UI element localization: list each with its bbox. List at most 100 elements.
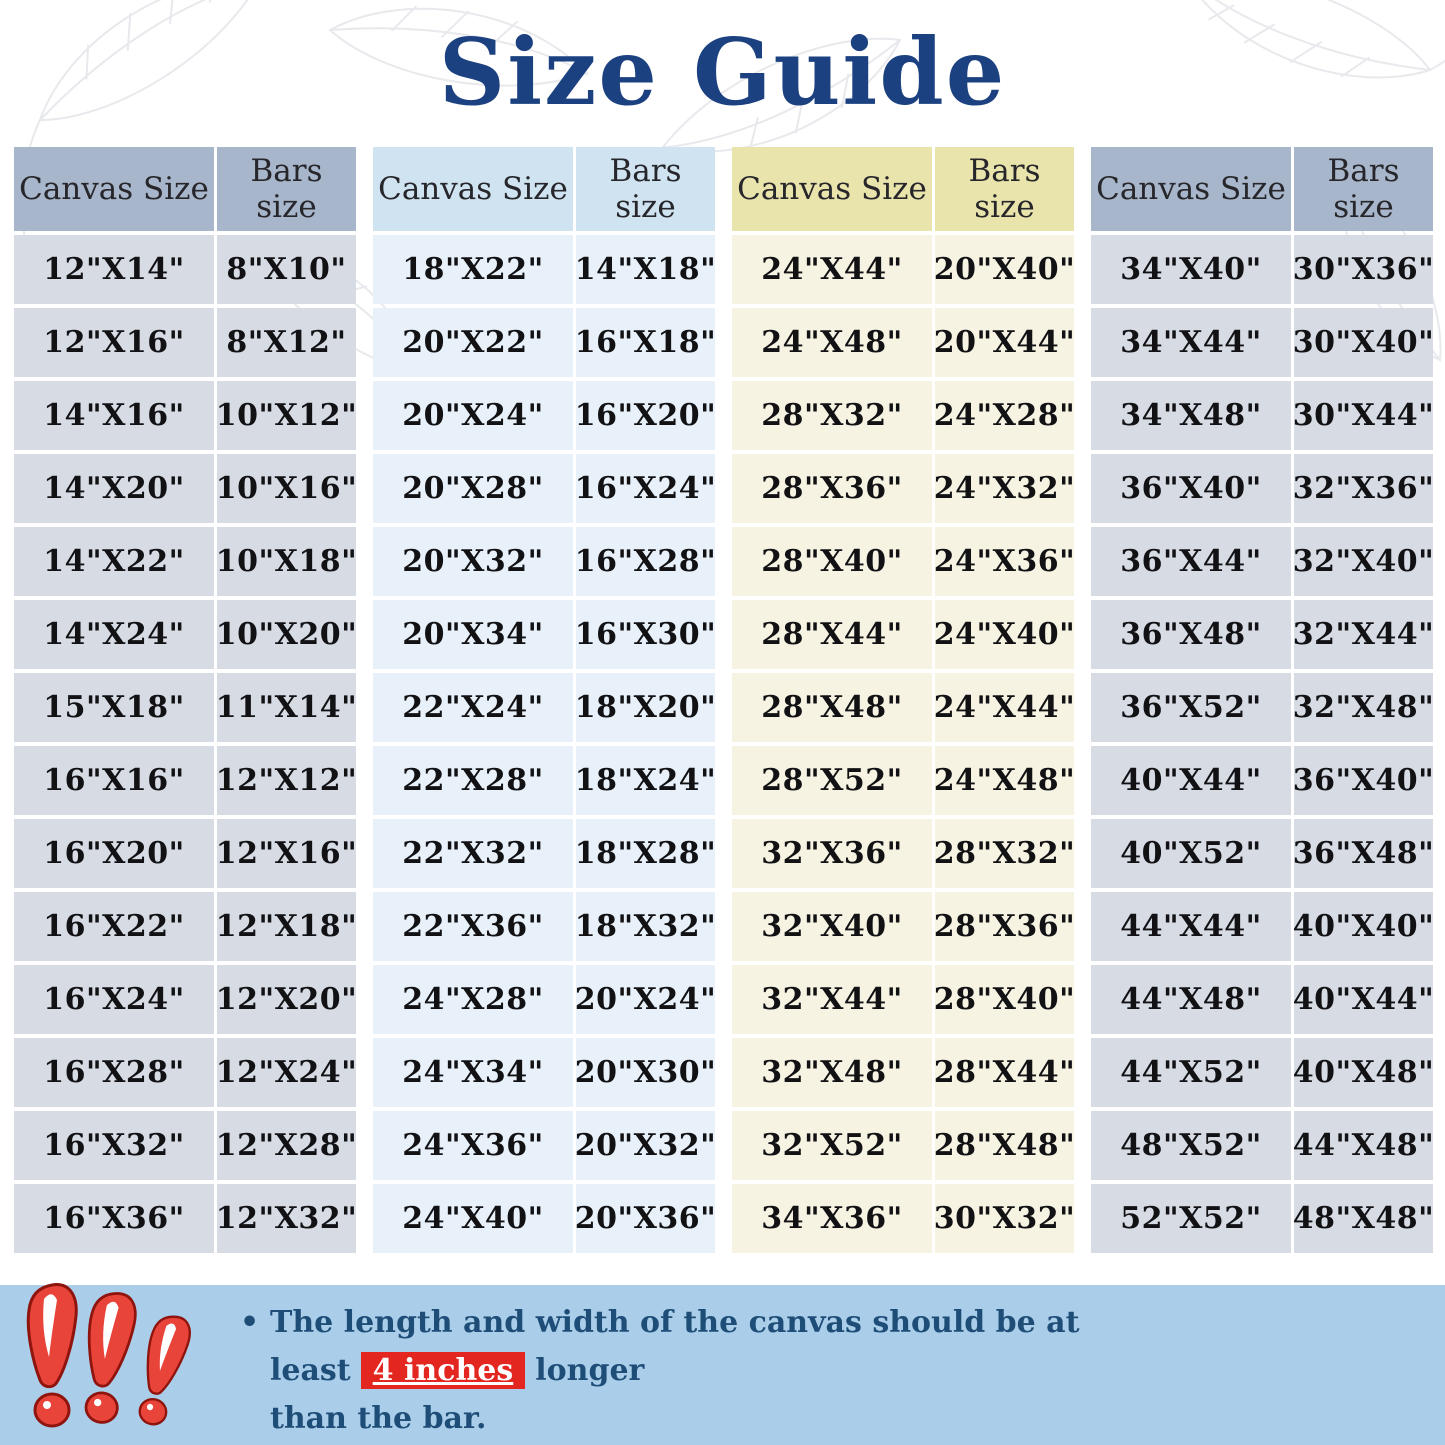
notes-band: • The length and width of the canvas shou… bbox=[0, 1283, 1445, 1445]
bars-size-cell: 40"X48" bbox=[1293, 1038, 1434, 1107]
canvas-size-cell: 18"X22" bbox=[373, 235, 573, 304]
bars-size-cell: 32"X48" bbox=[1293, 673, 1434, 742]
bars-size-cell: 36"X48" bbox=[1293, 819, 1434, 888]
canvas-size-cell: 24"X40" bbox=[373, 1184, 573, 1253]
canvas-size-cell: 40"X52" bbox=[1091, 819, 1291, 888]
canvas-size-cell: 14"X22" bbox=[14, 527, 214, 596]
canvas-size-cell: 36"X48" bbox=[1091, 600, 1291, 669]
canvas-size-cell: 12"X16" bbox=[14, 308, 214, 377]
bullet-icon: • bbox=[240, 1305, 260, 1340]
canvas-size-cell: 48"X52" bbox=[1091, 1111, 1291, 1180]
canvas-size-cell: 44"X52" bbox=[1091, 1038, 1291, 1107]
bars-size-cell: 12"X24" bbox=[216, 1038, 357, 1107]
bars-size-cell: 24"X40" bbox=[934, 600, 1075, 669]
note1-post: longer bbox=[535, 1353, 645, 1388]
canvas-size-cell: 32"X48" bbox=[732, 1038, 932, 1107]
bars-size-cell: 20"X30" bbox=[575, 1038, 716, 1107]
canvas-size-cell: 28"X40" bbox=[732, 527, 932, 596]
bars-size-cell: 28"X40" bbox=[934, 965, 1075, 1034]
canvas-size-cell: 36"X52" bbox=[1091, 673, 1291, 742]
bars-size-cell: 8"X10" bbox=[217, 235, 356, 304]
canvas-size-cell: 16"X36" bbox=[14, 1184, 214, 1253]
canvas-size-cell: 44"X44" bbox=[1091, 892, 1291, 961]
canvas-size-cell: 28"X36" bbox=[732, 454, 932, 523]
canvas-size-cell: 22"X36" bbox=[373, 892, 573, 961]
bars-size-cell: 24"X44" bbox=[934, 673, 1075, 742]
canvas-size-cell: 20"X32" bbox=[373, 527, 573, 596]
bars-size-cell: 20"X44" bbox=[934, 308, 1075, 377]
canvas-size-cell: 24"X48" bbox=[732, 308, 932, 377]
canvas-size-cell: 52"X52" bbox=[1091, 1184, 1291, 1253]
canvas-size-cell: 16"X16" bbox=[14, 746, 214, 815]
note-canvas-length: • The length and width of the canvas shou… bbox=[240, 1299, 1415, 1443]
column-header-bars-size: Bars size bbox=[576, 147, 715, 231]
canvas-size-cell: 32"X40" bbox=[732, 892, 932, 961]
canvas-size-cell: 22"X24" bbox=[373, 673, 573, 742]
canvas-size-cell: 16"X20" bbox=[14, 819, 214, 888]
bars-size-cell: 16"X30" bbox=[575, 600, 716, 669]
canvas-size-cell: 16"X24" bbox=[14, 965, 214, 1034]
exclamation-marks-icon bbox=[26, 1283, 191, 1428]
canvas-size-cell: 16"X28" bbox=[14, 1038, 214, 1107]
column-header-canvas-size: Canvas Size bbox=[373, 147, 573, 231]
bars-size-cell: 10"X12" bbox=[216, 381, 357, 450]
bars-size-cell: 20"X36" bbox=[575, 1184, 716, 1253]
bars-size-cell: 12"X28" bbox=[216, 1111, 357, 1180]
bars-size-cell: 20"X40" bbox=[934, 235, 1075, 304]
bars-size-cell: 12"X20" bbox=[216, 965, 357, 1034]
column-header-bars-size: Bars size bbox=[217, 147, 356, 231]
canvas-size-cell: 34"X36" bbox=[732, 1184, 932, 1253]
canvas-size-cell: 22"X32" bbox=[373, 819, 573, 888]
bars-size-cell: 24"X32" bbox=[934, 454, 1075, 523]
page-title: Size Guide bbox=[438, 18, 1007, 126]
canvas-size-cell: 24"X36" bbox=[373, 1111, 573, 1180]
bars-size-cell: 18"X28" bbox=[575, 819, 716, 888]
bars-size-cell: 18"X32" bbox=[575, 892, 716, 961]
bars-size-cell: 32"X44" bbox=[1293, 600, 1434, 669]
bars-size-cell: 20"X24" bbox=[575, 965, 716, 1034]
column-header-bars-size: Bars size bbox=[935, 147, 1074, 231]
canvas-size-cell: 34"X48" bbox=[1091, 381, 1291, 450]
bars-size-cell: 14"X18" bbox=[575, 235, 716, 304]
bars-size-cell: 16"X24" bbox=[575, 454, 716, 523]
canvas-size-cell: 44"X48" bbox=[1091, 965, 1291, 1034]
size-table-1: Canvas Size Bars size 12"X14" 8"X10" 12"X1… bbox=[14, 147, 357, 1253]
bars-size-cell: 44"X48" bbox=[1293, 1111, 1434, 1180]
canvas-size-cell: 20"X34" bbox=[373, 600, 573, 669]
bars-size-cell: 40"X44" bbox=[1293, 965, 1434, 1034]
canvas-size-cell: 20"X22" bbox=[373, 308, 573, 377]
size-table-4: Canvas Size Bars size 34"X40" 30"X36" 34"X… bbox=[1091, 147, 1434, 1253]
canvas-size-cell: 32"X36" bbox=[732, 819, 932, 888]
bars-size-cell: 11"X14" bbox=[216, 673, 357, 742]
bars-size-cell: 24"X36" bbox=[934, 527, 1075, 596]
canvas-size-cell: 24"X28" bbox=[373, 965, 573, 1034]
bars-size-cell: 10"X16" bbox=[216, 454, 357, 523]
bars-size-cell: 36"X40" bbox=[1293, 746, 1434, 815]
bars-size-cell: 30"X44" bbox=[1293, 381, 1434, 450]
bars-size-cell: 16"X28" bbox=[575, 527, 716, 596]
canvas-size-cell: 15"X18" bbox=[14, 673, 214, 742]
bars-size-cell: 8"X12" bbox=[217, 308, 356, 377]
bars-size-cell: 24"X48" bbox=[934, 746, 1075, 815]
bars-size-cell: 12"X18" bbox=[216, 892, 357, 961]
canvas-size-cell: 16"X32" bbox=[14, 1111, 214, 1180]
bars-size-cell: 16"X18" bbox=[575, 308, 716, 377]
canvas-size-cell: 28"X32" bbox=[732, 381, 932, 450]
canvas-size-cell: 14"X20" bbox=[14, 454, 214, 523]
bars-size-cell: 18"X24" bbox=[575, 746, 716, 815]
four-inches-highlight: 4 inches bbox=[360, 1352, 526, 1389]
column-header-canvas-size: Canvas Size bbox=[732, 147, 932, 231]
canvas-size-cell: 40"X44" bbox=[1091, 746, 1291, 815]
note1-pre: The length and width of the canvas shoul… bbox=[270, 1305, 1080, 1388]
bars-size-cell: 28"X48" bbox=[934, 1111, 1075, 1180]
column-header-bars-size: Bars size bbox=[1294, 147, 1433, 231]
column-header-canvas-size: Canvas Size bbox=[14, 147, 214, 231]
canvas-size-cell: 32"X44" bbox=[732, 965, 932, 1034]
canvas-size-cell: 28"X48" bbox=[732, 673, 932, 742]
bars-size-cell: 12"X16" bbox=[216, 819, 357, 888]
canvas-size-cell: 20"X28" bbox=[373, 454, 573, 523]
canvas-size-cell: 24"X34" bbox=[373, 1038, 573, 1107]
note1-line2: than the bar. bbox=[270, 1401, 487, 1436]
canvas-size-cell: 12"X14" bbox=[14, 235, 214, 304]
